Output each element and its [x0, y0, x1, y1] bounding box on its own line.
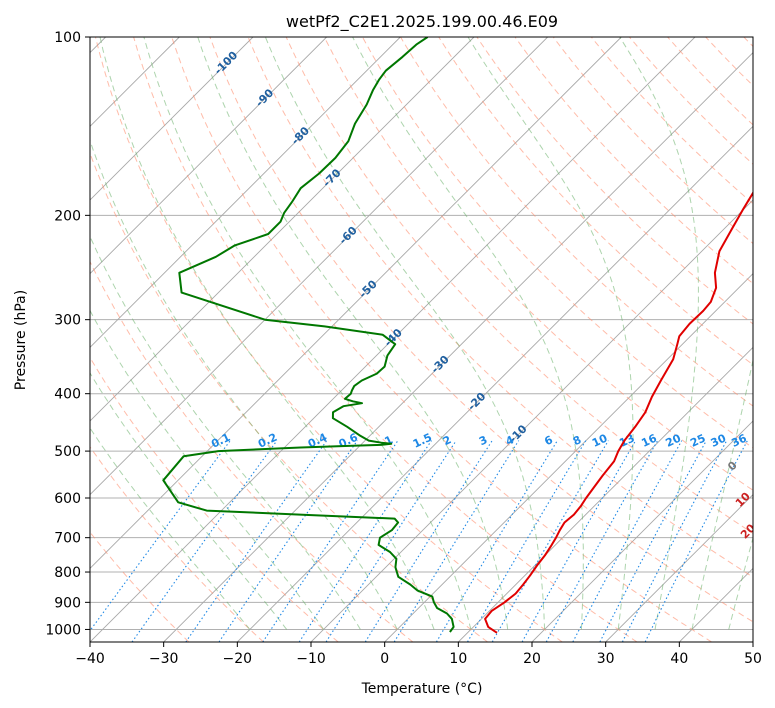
- x-tick-label: 40: [670, 651, 688, 667]
- isotherm-line: [90, 37, 401, 348]
- y-tick-label: 1000: [45, 622, 81, 638]
- x-tick-label: 20: [523, 651, 541, 667]
- y-tick-label: 100: [54, 30, 81, 46]
- x-axis: −40 −30 −20 −10 0 10 20 30 40 50: [75, 642, 762, 667]
- y-tick-label: 300: [54, 313, 81, 329]
- moist-adiabat-line: [467, 37, 634, 630]
- dry-adiabat-line: [285, 37, 753, 534]
- moist-adiabat-line: [99, 37, 435, 630]
- dry-adiabat-line: [209, 37, 753, 623]
- mixing-ratio-line: [364, 440, 493, 642]
- dry-adiabat-line: [629, 37, 753, 165]
- temperature-trace: [484, 191, 753, 634]
- background-lines: [90, 37, 753, 642]
- dry-adiabat-line: [323, 37, 753, 491]
- moist-adiabat-line: [90, 309, 324, 630]
- mixing-ratio-line: [644, 440, 748, 642]
- x-tick-label: −20: [223, 651, 253, 667]
- moist-adiabat-line: [619, 37, 699, 630]
- dry-adiabat-line: [362, 37, 753, 449]
- x-tick-label: 0: [380, 651, 389, 667]
- dry-adiabat-line: [514, 37, 753, 285]
- mixing-ratio-label: 16: [639, 431, 659, 449]
- dewpoint-trace: [162, 37, 455, 633]
- y-axis-label: Pressure (hPa): [13, 290, 29, 390]
- mixing-ratio-line: [545, 440, 659, 642]
- x-tick-label: −30: [149, 651, 179, 667]
- x-axis-label: Temperature (°C): [361, 681, 483, 697]
- y-tick-label: 500: [54, 444, 81, 460]
- x-tick-label: −40: [75, 651, 105, 667]
- isotherm-line: [531, 420, 753, 642]
- moist-adiabat-line: [264, 37, 546, 630]
- mixing-ratio-label: 20: [664, 431, 684, 449]
- isotherm-line: [163, 52, 753, 642]
- isotherm-line: [90, 37, 622, 569]
- dry-adiabat-line: [400, 37, 753, 407]
- mixing-ratio-label: 30: [709, 431, 729, 449]
- mixing-ratio-line: [393, 440, 520, 642]
- mixing-ratio-line: [521, 440, 637, 642]
- isotherm-line: [90, 37, 475, 422]
- dry-adiabat-line: [171, 37, 712, 642]
- mixing-ratio-label: 10: [590, 431, 610, 449]
- dry-adiabat-line: [133, 37, 638, 642]
- x-tick-label: 30: [597, 651, 615, 667]
- mixing-ratio-line: [185, 440, 328, 642]
- y-axis: 100 200 300 400 500 600 700 800 900 1000: [45, 30, 90, 638]
- moist-adiabat-line: [143, 37, 472, 630]
- y-tick-label: 600: [54, 491, 81, 507]
- mixing-ratio-line: [298, 440, 432, 642]
- isotherm-line: [458, 346, 753, 642]
- moist-adiabat-line: [90, 235, 361, 630]
- mixing-ratio-line: [325, 440, 457, 642]
- profile-traces: [162, 37, 753, 634]
- mixing-ratio-label: 36: [729, 431, 749, 449]
- chart-title: wetPf2_C2E1.2025.199.00.46.E09: [286, 12, 558, 32]
- dry-adiabat-line: [247, 37, 753, 578]
- dry-adiabat-line: [438, 37, 753, 366]
- mixing-ratio-line: [90, 440, 231, 632]
- isotherm-line: [90, 37, 327, 275]
- x-tick-label: −10: [296, 651, 326, 667]
- moist-adiabat-line: [197, 37, 509, 630]
- dry-adiabat-line: [90, 260, 414, 642]
- mixing-ratio-line: [262, 440, 399, 642]
- isotherm-line: [605, 494, 753, 642]
- moist-adiabat-line: [728, 536, 753, 630]
- isotherm-line: [384, 273, 753, 642]
- plot-frame: [89, 36, 754, 643]
- moist-adiabat-line: [90, 371, 288, 630]
- mixing-ratio-line: [572, 440, 683, 642]
- moist-adiabat-line: [90, 427, 251, 630]
- y-tick-label: 700: [54, 531, 81, 547]
- mixing-ratio-line: [467, 440, 587, 642]
- isotherm-line: [90, 37, 696, 642]
- y-tick-label: 800: [54, 565, 81, 581]
- isotherm-line: [90, 37, 254, 201]
- isotherm-line: [237, 125, 753, 642]
- y-tick-label: 900: [54, 595, 81, 611]
- mixing-ratio-line: [131, 440, 278, 642]
- mixing-ratio-line: [491, 440, 609, 642]
- moist-adiabat-line: [352, 37, 584, 630]
- y-tick-label: 400: [54, 387, 81, 403]
- wet-adiabat-label: 30: [750, 546, 770, 566]
- isotherm-line: [90, 37, 548, 496]
- mixing-ratio-label: 25: [688, 432, 707, 450]
- dry-adiabat-line: [90, 445, 264, 642]
- x-tick-label: 10: [449, 651, 467, 667]
- x-tick-label: 50: [744, 651, 762, 667]
- y-tick-label: 200: [54, 208, 81, 224]
- moist-adiabat-line: [90, 138, 398, 630]
- dry-adiabat-line: [552, 37, 753, 245]
- moist-adiabat-line: [691, 357, 753, 630]
